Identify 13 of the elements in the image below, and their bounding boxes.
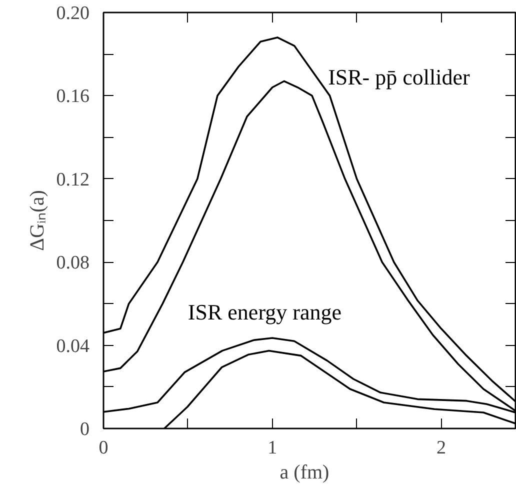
y-tick-label: 0.04 [56, 336, 90, 357]
y-tick-label: 0.12 [56, 169, 90, 190]
x-tick-label: 2 [436, 438, 446, 458]
y-axis-title: ΔGᵢₙ(a) [26, 190, 48, 251]
x-tick-label: 0 [98, 438, 108, 458]
y-tick-label: 0.16 [56, 86, 90, 108]
y-tick-label: 0.08 [56, 252, 90, 274]
annotation: ISR energy range [188, 300, 342, 324]
annotation: ISR- pp̄ collider [328, 64, 470, 90]
x-tick-label: 1 [268, 438, 278, 458]
y-tick-label: 0 [80, 419, 90, 440]
y-tick-label: 0.20 [56, 3, 90, 24]
x-axis-title: a (fm) [280, 462, 330, 484]
